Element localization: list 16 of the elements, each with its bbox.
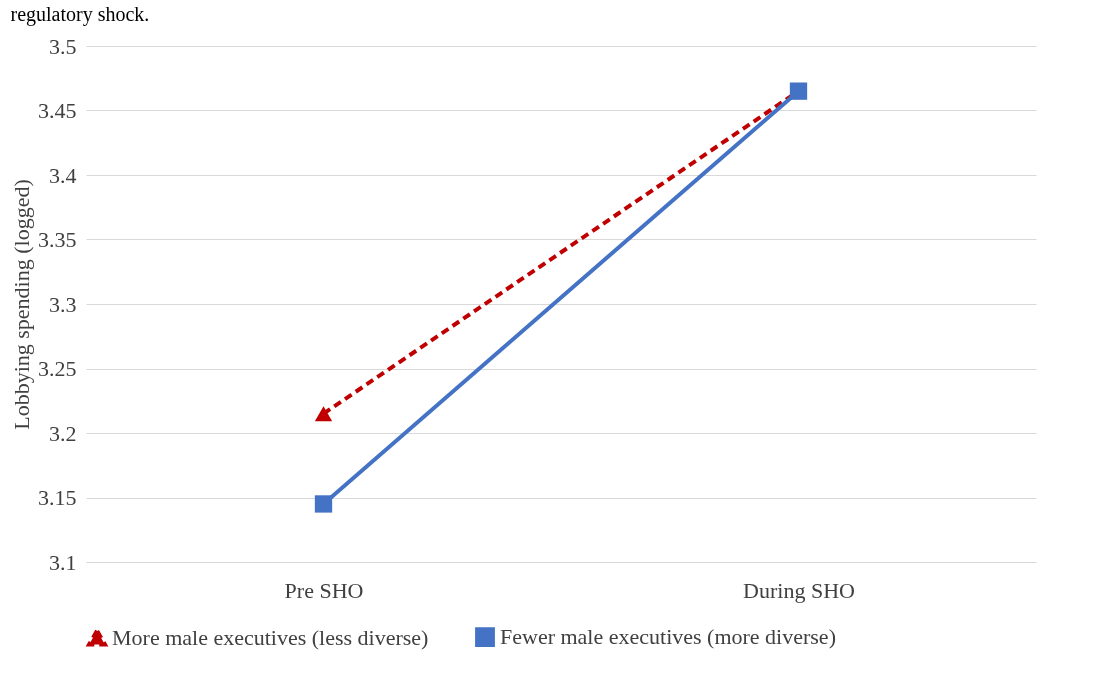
legend-label: Fewer male executives (more diverse): [500, 624, 836, 650]
x-tick-label: Pre SHO: [284, 577, 364, 603]
y-tick-label: 3.45: [38, 98, 77, 123]
y-tick-label: 3.35: [38, 227, 77, 252]
y-tick-label: 3.4: [49, 162, 77, 188]
point: [314, 495, 333, 513]
x-tick-label: During SHO: [743, 577, 855, 603]
y-tick-label: 3.2: [49, 420, 77, 446]
y-tick-label: 3.1: [49, 549, 77, 575]
y-tick-label: 3.5: [49, 33, 77, 59]
y-tick-label: 3.15: [38, 485, 77, 510]
legend-label: More male executives (less diverse): [112, 624, 429, 650]
y-tick-label: 3.3: [49, 291, 77, 317]
y-tick-label: 3.25: [38, 356, 77, 381]
y-axis-title: Lobbying spending (logged): [9, 179, 34, 430]
text: regulatory shock.: [10, 3, 150, 26]
